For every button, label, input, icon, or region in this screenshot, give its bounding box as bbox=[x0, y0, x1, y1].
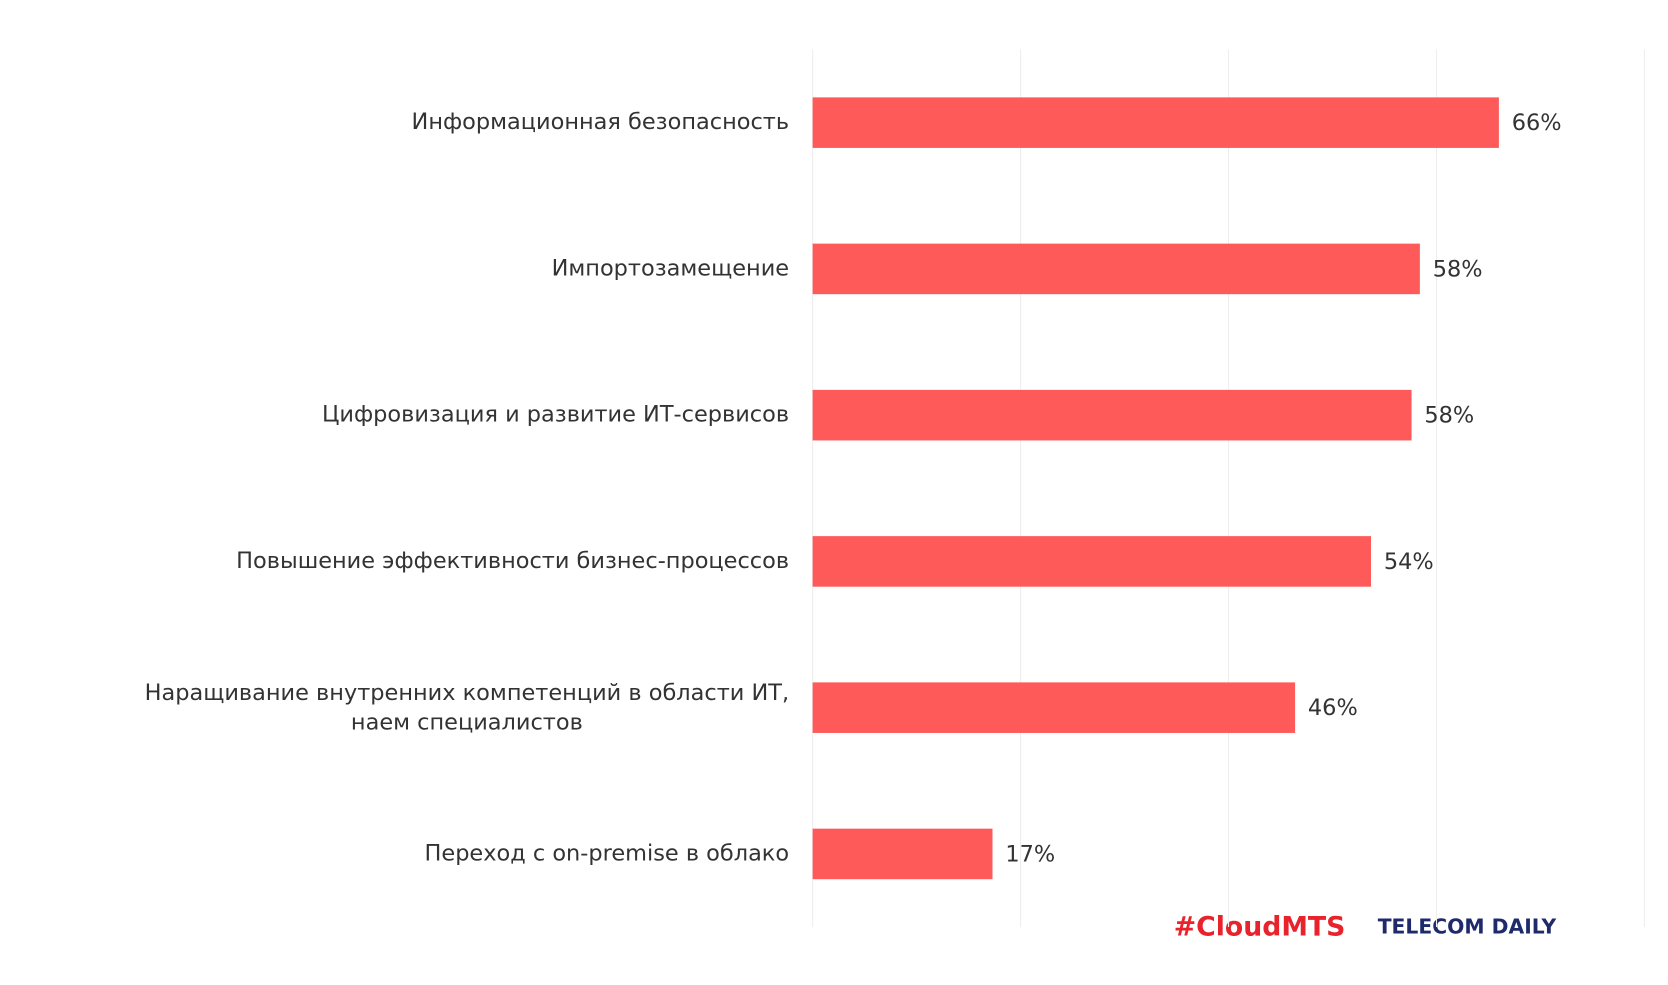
value-label: 17% bbox=[1005, 842, 1055, 868]
category-label: Информационная безопасность bbox=[412, 109, 790, 135]
value-label: 58% bbox=[1424, 403, 1474, 429]
bar bbox=[812, 682, 1296, 733]
value-label: 66% bbox=[1512, 110, 1562, 136]
bar bbox=[812, 97, 1499, 148]
value-label: 58% bbox=[1433, 257, 1483, 283]
bar bbox=[812, 389, 1412, 441]
logo-cloudmts: #CloudMTS bbox=[1174, 912, 1346, 943]
bar bbox=[812, 243, 1420, 295]
category-label: Переход с on-premise в облако bbox=[425, 841, 790, 867]
category-label: Наращивание внутренних компетенций в обл… bbox=[145, 680, 789, 735]
bar bbox=[812, 536, 1372, 587]
category-label: Импортозамещение bbox=[552, 256, 789, 282]
logo-telecom-daily: TELECOM DAILY bbox=[1378, 915, 1557, 939]
value-label: 54% bbox=[1384, 549, 1434, 575]
bar bbox=[812, 828, 993, 880]
value-label: 46% bbox=[1308, 695, 1358, 721]
category-label: Цифровизация и развитие ИТ-сервисов bbox=[322, 402, 789, 428]
category-label: Повышение эффективности бизнес-процессов bbox=[236, 548, 789, 574]
